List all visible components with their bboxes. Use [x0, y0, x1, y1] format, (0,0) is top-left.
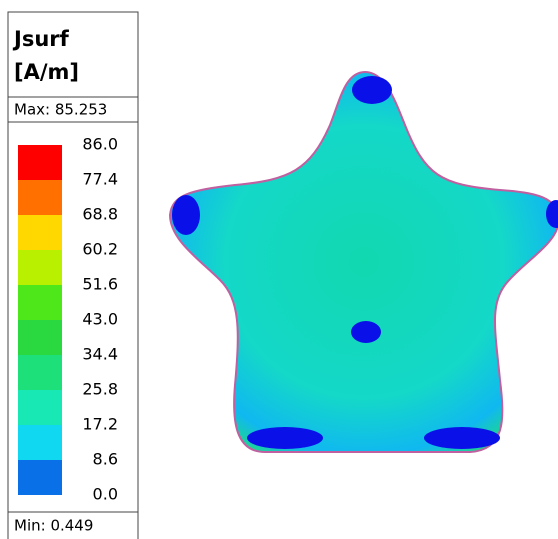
legend-title: Jsurf [12, 27, 70, 51]
scale-swatch [18, 355, 62, 390]
scale-label: 77.4 [82, 170, 118, 189]
scale-swatch [18, 250, 62, 285]
scale-swatch [18, 460, 62, 495]
scale-swatch [18, 285, 62, 320]
scale-swatch [18, 390, 62, 425]
scale-label: 8.6 [93, 450, 118, 469]
scale-label: 51.6 [82, 275, 118, 294]
scale-label: 60.2 [82, 240, 118, 259]
scale-swatch [18, 320, 62, 355]
scale-label: 0.0 [93, 485, 118, 504]
scale-swatch [18, 425, 62, 460]
scale-label: 86.0 [82, 135, 118, 154]
scale-label: 25.8 [82, 380, 118, 399]
legend-min: Min: 0.449 [14, 517, 93, 535]
scale-label: 17.2 [82, 415, 118, 434]
legend-max: Max: 85.253 [14, 101, 107, 119]
scale-label: 43.0 [82, 310, 118, 329]
low-regions [172, 76, 558, 449]
scale-swatch [18, 145, 62, 180]
scale-label: 34.4 [82, 345, 118, 364]
scale-swatch [18, 180, 62, 215]
scale-label: 68.8 [82, 205, 118, 224]
scale-swatch [18, 215, 62, 250]
star-surface [168, 70, 558, 453]
legend-unit: [A/m] [14, 60, 79, 84]
